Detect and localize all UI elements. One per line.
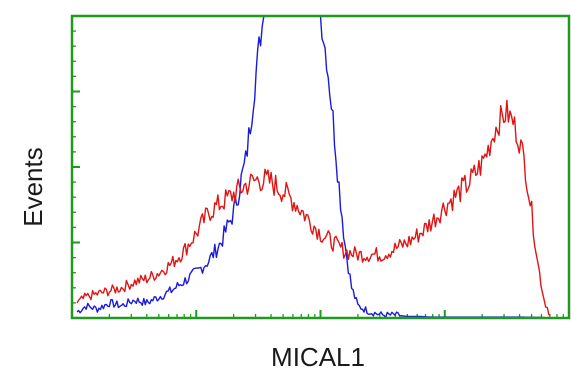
- series-layer: [76, 15, 551, 319]
- plot-frame: [70, 14, 571, 320]
- tick-marks: [71, 15, 564, 319]
- y-axis-label: Events: [18, 147, 48, 227]
- x-axis-label: MICAL1: [271, 342, 365, 372]
- histogram-series-2: [76, 99, 551, 316]
